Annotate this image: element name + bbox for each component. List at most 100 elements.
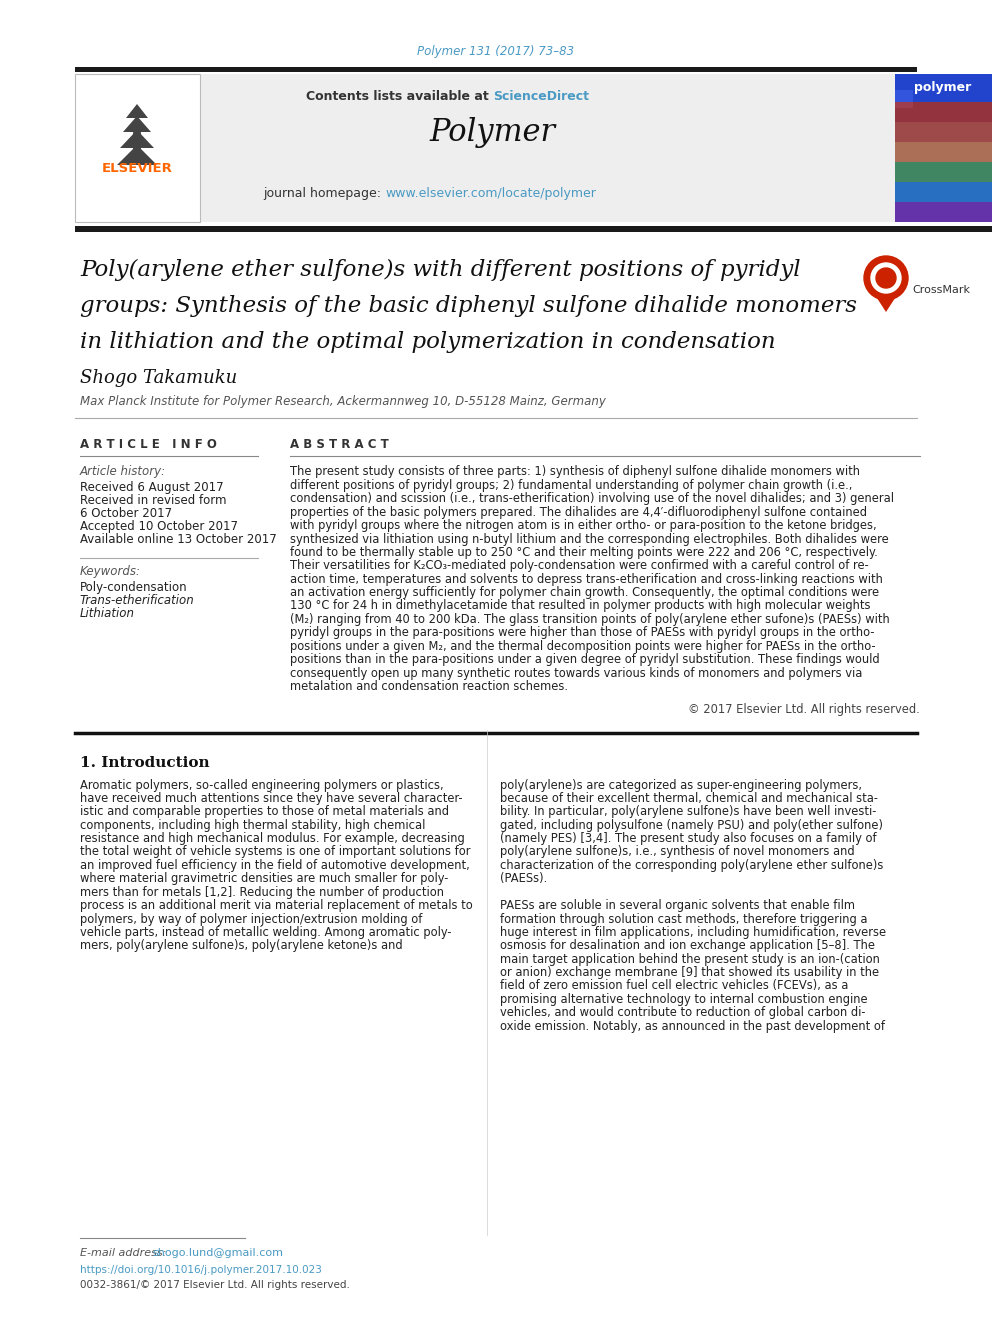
Text: pyridyl groups in the para-positions were higher than those of PAESs with pyridy: pyridyl groups in the para-positions wer…	[290, 626, 875, 639]
Bar	[895, 74, 992, 222]
Text: consequently open up many synthetic routes towards various kinds of monomers and: consequently open up many synthetic rout…	[290, 667, 862, 680]
Text: Aromatic polymers, so-called engineering polymers or plastics,: Aromatic polymers, so-called engineering…	[80, 778, 443, 791]
Polygon shape	[123, 116, 151, 132]
Text: the total weight of vehicle systems is one of important solutions for: the total weight of vehicle systems is o…	[80, 845, 470, 859]
Text: E-mail address:: E-mail address:	[80, 1248, 170, 1258]
Text: Max Planck Institute for Polymer Research, Ackermannweg 10, D-55128 Mainz, Germa: Max Planck Institute for Polymer Researc…	[80, 396, 606, 409]
Polygon shape	[120, 130, 154, 148]
Bar	[895, 74, 992, 102]
Text: The present study consists of three parts: 1) synthesis of diphenyl sulfone diha: The present study consists of three part…	[290, 466, 860, 479]
Text: © 2017 Elsevier Ltd. All rights reserved.: © 2017 Elsevier Ltd. All rights reserved…	[688, 704, 920, 717]
Bar	[200, 74, 895, 222]
Text: istic and comparable properties to those of metal materials and: istic and comparable properties to those…	[80, 806, 449, 819]
Text: Received in revised form: Received in revised form	[80, 493, 226, 507]
Text: poly(arylene sulfone)s, i.e., synthesis of novel monomers and: poly(arylene sulfone)s, i.e., synthesis …	[500, 845, 855, 859]
Text: Poly(arylene ether sulfone)s with different positions of pyridyl: Poly(arylene ether sulfone)s with differ…	[80, 259, 801, 280]
Bar	[895, 202, 992, 222]
Text: polymer: polymer	[915, 82, 971, 94]
Text: condensation) and scission (i.e., trans-etherification) involving use of the nov: condensation) and scission (i.e., trans-…	[290, 492, 894, 505]
Text: Shogo Takamuku: Shogo Takamuku	[80, 369, 237, 388]
Text: Available online 13 October 2017: Available online 13 October 2017	[80, 533, 277, 546]
Text: poly(arylene)s are categorized as super-engineering polymers,: poly(arylene)s are categorized as super-…	[500, 778, 862, 791]
Text: 0032-3861/© 2017 Elsevier Ltd. All rights reserved.: 0032-3861/© 2017 Elsevier Ltd. All right…	[80, 1279, 350, 1290]
Text: (PAESs).: (PAESs).	[500, 872, 548, 885]
Bar	[895, 183, 992, 202]
Text: found to be thermally stable up to 250 °C and their melting points were 222 and : found to be thermally stable up to 250 °…	[290, 546, 878, 558]
Text: metalation and condensation reaction schemes.: metalation and condensation reaction sch…	[290, 680, 568, 693]
Text: positions under a given M₂, and the thermal decomposition points were higher for: positions under a given M₂, and the ther…	[290, 640, 876, 652]
Text: ELSEVIER: ELSEVIER	[101, 161, 173, 175]
Text: where material gravimetric densities are much smaller for poly-: where material gravimetric densities are…	[80, 872, 448, 885]
Text: have received much attentions since they have several character-: have received much attentions since they…	[80, 792, 462, 804]
Text: different positions of pyridyl groups; 2) fundamental understanding of polymer c: different positions of pyridyl groups; 2…	[290, 479, 852, 492]
Text: CrossMark: CrossMark	[912, 284, 970, 295]
Text: formation through solution cast methods, therefore triggering a: formation through solution cast methods,…	[500, 913, 867, 926]
Text: Accepted 10 October 2017: Accepted 10 October 2017	[80, 520, 238, 533]
Text: oxide emission. Notably, as announced in the past development of: oxide emission. Notably, as announced in…	[500, 1020, 885, 1033]
Bar	[895, 142, 992, 161]
Text: properties of the basic polymers prepared. The dihalides are 4,4′-difluorodiphen: properties of the basic polymers prepare…	[290, 505, 867, 519]
Bar	[895, 161, 992, 183]
Text: Lithiation: Lithiation	[80, 607, 135, 620]
Bar	[75, 67, 917, 71]
Text: A R T I C L E   I N F O: A R T I C L E I N F O	[80, 438, 217, 451]
Text: PAESs are soluble in several organic solvents that enable film: PAESs are soluble in several organic sol…	[500, 900, 855, 912]
Text: characterization of the corresponding poly(arylene ether sulfone)s: characterization of the corresponding po…	[500, 859, 883, 872]
Text: Their versatilities for K₂CO₃-mediated poly-condensation were confirmed with a c: Their versatilities for K₂CO₃-mediated p…	[290, 560, 869, 573]
Text: bility. In particular, poly(arylene sulfone)s have been well investi-: bility. In particular, poly(arylene sulf…	[500, 806, 876, 819]
Text: Polymer: Polymer	[430, 118, 557, 148]
Polygon shape	[126, 105, 148, 118]
Text: promising alternative technology to internal combustion engine: promising alternative technology to inte…	[500, 992, 868, 1005]
Text: in lithiation and the optimal polymerization in condensation: in lithiation and the optimal polymeriza…	[80, 331, 776, 353]
Circle shape	[876, 269, 896, 288]
Text: osmosis for desalination and ion exchange application [5–8]. The: osmosis for desalination and ion exchang…	[500, 939, 875, 953]
Text: an improved fuel efficiency in the field of automotive development,: an improved fuel efficiency in the field…	[80, 859, 470, 872]
Text: process is an additional merit via material replacement of metals to: process is an additional merit via mater…	[80, 900, 473, 912]
Text: field of zero emission fuel cell electric vehicles (FCEVs), as a: field of zero emission fuel cell electri…	[500, 979, 848, 992]
Text: polymers, by way of polymer injection/extrusion molding of: polymers, by way of polymer injection/ex…	[80, 913, 423, 926]
Text: main target application behind the present study is an ion-(cation: main target application behind the prese…	[500, 953, 880, 966]
Text: Keywords:: Keywords:	[80, 565, 141, 578]
Text: 1. Introduction: 1. Introduction	[80, 755, 209, 770]
Bar	[895, 102, 992, 122]
Text: Poly-condensation: Poly-condensation	[80, 581, 187, 594]
Text: ScienceDirect: ScienceDirect	[493, 90, 589, 103]
Text: (namely PES) [3,4]. The present study also focuses on a family of: (namely PES) [3,4]. The present study al…	[500, 832, 877, 845]
Text: an activation energy sufficiently for polymer chain growth. Consequently, the op: an activation energy sufficiently for po…	[290, 586, 879, 599]
Text: Received 6 August 2017: Received 6 August 2017	[80, 480, 223, 493]
Text: positions than in the para-positions under a given degree of pyridyl substitutio: positions than in the para-positions und…	[290, 654, 880, 665]
Text: Trans-etherification: Trans-etherification	[80, 594, 194, 607]
Text: (M₂) ranging from 40 to 200 kDa. The glass transition points of poly(arylene eth: (M₂) ranging from 40 to 200 kDa. The gla…	[290, 613, 890, 626]
Text: mers, poly(arylene sulfone)s, poly(arylene ketone)s and: mers, poly(arylene sulfone)s, poly(aryle…	[80, 939, 403, 953]
Bar	[75, 226, 992, 232]
Text: because of their excellent thermal, chemical and mechanical sta-: because of their excellent thermal, chem…	[500, 792, 878, 804]
Text: or anion) exchange membrane [9] that showed its usability in the: or anion) exchange membrane [9] that sho…	[500, 966, 879, 979]
Text: 130 °C for 24 h in dimethylacetamide that resulted in polymer products with high: 130 °C for 24 h in dimethylacetamide tha…	[290, 599, 871, 613]
Text: Article history:: Article history:	[80, 466, 166, 479]
Bar	[75, 74, 200, 222]
Polygon shape	[117, 146, 157, 165]
Circle shape	[871, 263, 901, 292]
Bar	[895, 90, 913, 108]
Text: resistance and high mechanical modulus. For example, decreasing: resistance and high mechanical modulus. …	[80, 832, 464, 845]
Text: mers than for metals [1,2]. Reducing the number of production: mers than for metals [1,2]. Reducing the…	[80, 885, 444, 898]
Text: vehicle parts, instead of metallic welding. Among aromatic poly-: vehicle parts, instead of metallic weldi…	[80, 926, 451, 939]
Text: Contents lists available at: Contents lists available at	[306, 90, 493, 103]
Text: huge interest in film applications, including humidification, reverse: huge interest in film applications, incl…	[500, 926, 886, 939]
Text: https://doi.org/10.1016/j.polymer.2017.10.023: https://doi.org/10.1016/j.polymer.2017.1…	[80, 1265, 321, 1275]
Bar	[895, 122, 992, 142]
Bar	[133, 124, 141, 155]
Text: 6 October 2017: 6 October 2017	[80, 507, 173, 520]
Text: gated, including polysulfone (namely PSU) and poly(ether sulfone): gated, including polysulfone (namely PSU…	[500, 819, 883, 832]
Text: components, including high thermal stability, high chemical: components, including high thermal stabi…	[80, 819, 426, 832]
Text: synthesized via lithiation using n-butyl lithium and the corresponding electroph: synthesized via lithiation using n-butyl…	[290, 532, 889, 545]
Circle shape	[864, 255, 908, 300]
Text: A B S T R A C T: A B S T R A C T	[290, 438, 389, 451]
Polygon shape	[864, 278, 908, 312]
Text: journal homepage:: journal homepage:	[263, 187, 385, 200]
Text: groups: Synthesis of the basic diphenyl sulfone dihalide monomers: groups: Synthesis of the basic diphenyl …	[80, 295, 857, 318]
Text: shogo.lund@gmail.com: shogo.lund@gmail.com	[152, 1248, 283, 1258]
Text: Polymer 131 (2017) 73–83: Polymer 131 (2017) 73–83	[418, 45, 574, 58]
Text: action time, temperatures and solvents to depress trans-etherification and cross: action time, temperatures and solvents t…	[290, 573, 883, 586]
Text: www.elsevier.com/locate/polymer: www.elsevier.com/locate/polymer	[385, 187, 596, 200]
